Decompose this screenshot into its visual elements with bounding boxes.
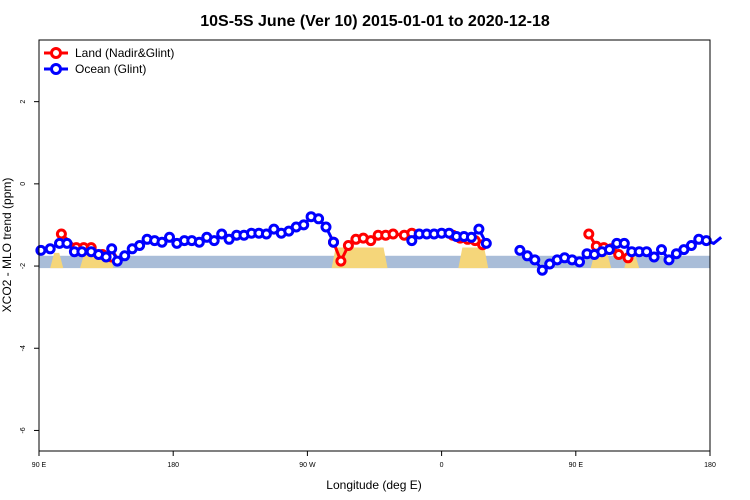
y-tick-label: -2 bbox=[20, 263, 27, 269]
data-point bbox=[193, 236, 205, 248]
data-point bbox=[613, 249, 625, 260]
y-tick-label: -6 bbox=[20, 427, 27, 433]
map-land-0 bbox=[50, 252, 64, 269]
data-point bbox=[44, 243, 56, 255]
data-point bbox=[106, 243, 118, 255]
data-point bbox=[216, 228, 228, 240]
x-tick-label: 180 bbox=[167, 462, 179, 469]
data-point bbox=[648, 251, 660, 263]
data-point bbox=[328, 236, 339, 248]
data-point bbox=[55, 228, 67, 240]
data-point bbox=[76, 246, 88, 258]
axis-ticks: 90 E 180 90 W 0 90 E 180 2 0 -2 -4 -6 bbox=[20, 100, 716, 469]
y-tick-label: -4 bbox=[20, 345, 27, 351]
series-layer bbox=[35, 211, 723, 276]
data-point bbox=[61, 237, 73, 249]
data-point bbox=[700, 235, 712, 247]
data-point bbox=[656, 244, 667, 256]
data-point bbox=[663, 254, 675, 266]
legend-land-label: Land (Nadir&Glint) bbox=[75, 46, 174, 60]
data-point bbox=[100, 251, 112, 263]
legend-item-land: Land (Nadir&Glint) bbox=[44, 46, 174, 60]
data-point bbox=[134, 240, 146, 251]
x-tick-label: 90 E bbox=[569, 462, 584, 469]
data-point bbox=[603, 244, 615, 256]
legend-land-marker bbox=[50, 47, 62, 59]
data-point bbox=[260, 228, 272, 240]
x-tick-label: 0 bbox=[440, 462, 444, 469]
data-point bbox=[320, 221, 332, 233]
x-tick-label: 90 E bbox=[32, 462, 47, 469]
data-point bbox=[641, 246, 653, 258]
data-point bbox=[574, 256, 585, 268]
data-point bbox=[465, 231, 477, 243]
data-point bbox=[365, 235, 377, 247]
data-point bbox=[387, 228, 399, 240]
x-tick-label: 180 bbox=[704, 462, 716, 469]
legend-item-ocean: Ocean (Glint) bbox=[44, 62, 146, 76]
data-point bbox=[119, 250, 131, 262]
data-point bbox=[342, 240, 354, 251]
legend-ocean-marker bbox=[50, 63, 62, 75]
x-tick-label: 90 W bbox=[299, 462, 316, 469]
y-axis-label: XCO2 - MLO trend (ppm) bbox=[0, 178, 14, 313]
data-point bbox=[313, 213, 325, 225]
data-point bbox=[536, 264, 548, 276]
data-point bbox=[406, 235, 418, 247]
legend: Land (Nadir&Glint) Ocean (Glint) bbox=[44, 46, 174, 76]
data-point bbox=[618, 237, 630, 249]
data-point bbox=[164, 231, 175, 243]
data-point bbox=[208, 235, 220, 247]
data-point bbox=[35, 244, 47, 256]
plot-frame bbox=[38, 39, 711, 452]
data-point bbox=[514, 244, 526, 256]
data-point bbox=[529, 254, 541, 266]
data-point bbox=[583, 228, 595, 240]
legend-ocean-label: Ocean (Glint) bbox=[75, 62, 146, 76]
data-point bbox=[473, 223, 485, 235]
y-tick-label: 0 bbox=[20, 182, 27, 186]
data-point bbox=[335, 255, 347, 267]
data-point bbox=[156, 236, 168, 248]
map-land-3 bbox=[458, 247, 489, 269]
chart-title: 10S-5S June (Ver 10) 2015-01-01 to 2020-… bbox=[200, 13, 550, 30]
data-point bbox=[298, 219, 310, 231]
x-axis-label: Longitude (deg E) bbox=[326, 478, 421, 492]
data-point bbox=[480, 237, 492, 249]
data-point bbox=[111, 255, 123, 267]
y-tick-label: 2 bbox=[20, 100, 27, 104]
data-point bbox=[685, 240, 697, 251]
series-1 bbox=[35, 211, 723, 276]
